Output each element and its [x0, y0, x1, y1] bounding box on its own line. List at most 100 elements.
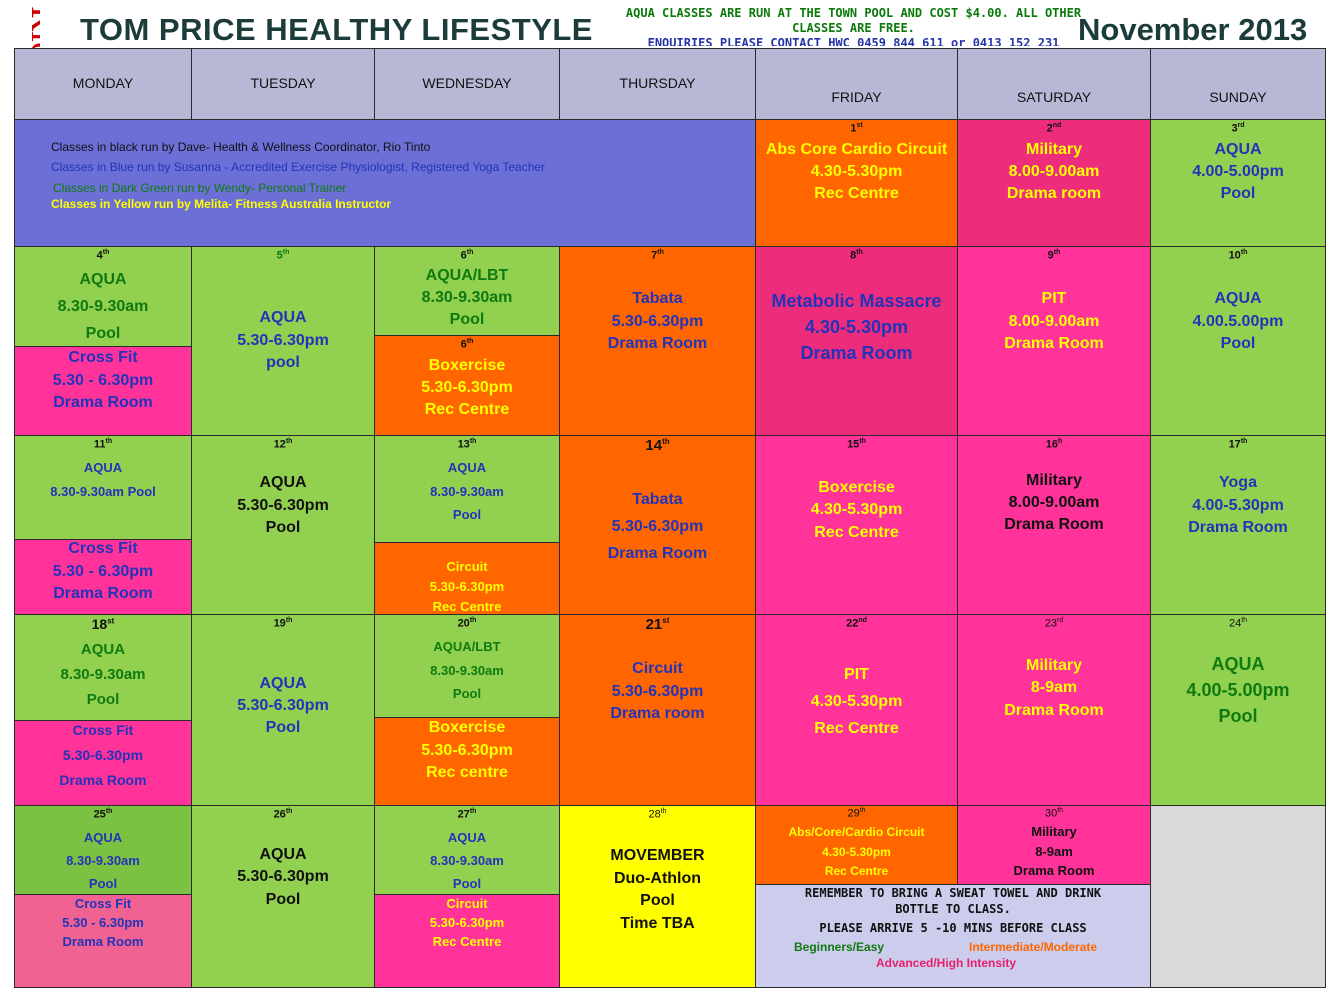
class-venue: Rec Centre — [424, 401, 510, 418]
day-header-label: SATURDAY — [1016, 89, 1092, 105]
day-cell-24[interactable]: 24th AQUA 4.00-5.00pm Pool — [1150, 614, 1326, 806]
day-cell-29[interactable]: 29th Abs/Core/Cardio Circuit 4.30-5.30pm… — [755, 805, 958, 885]
day-cell-2[interactable]: 2nd Military 8.00-9.00am Drama room — [957, 119, 1151, 247]
day-cell-17[interactable]: 17th Yoga 4.00-5.30pm Drama Room — [1150, 435, 1326, 615]
reminder-line-1: REMEMBER TO BRING A SWEAT TOWEL AND DRIN… — [804, 886, 1102, 900]
class-name: Abs Core Cardio Circuit — [765, 141, 948, 158]
day-cell-20-aqua[interactable]: 20th AQUA/LBT 8.30-9.30am Pool — [374, 614, 560, 718]
class-name: AQUA — [259, 675, 307, 692]
class-subtitle: Duo-Athlon — [613, 870, 702, 887]
day-cell-22[interactable]: 22nd PIT 4.30-5.30pm Rec Centre — [755, 614, 958, 806]
day-cell-10[interactable]: 10th AQUA 4.00.5.00pm Pool — [1150, 246, 1326, 436]
day-cell-18-crossfit[interactable]: Cross Fit 5.30-6.30pm Drama Room — [14, 720, 192, 806]
day-cell-21[interactable]: 21st Circuit 5.30-6.30pm Drama room — [559, 614, 756, 806]
class-venue: Pool — [449, 311, 485, 328]
date-label: 25th — [93, 808, 113, 821]
day-cell-4-aqua[interactable]: 4th AQUA 8.30-9.30am Pool — [14, 246, 192, 347]
day-cell-27-circuit[interactable]: Circuit 5.30-6.30pm Rec Centre — [374, 894, 560, 988]
class-venue: Pool — [265, 519, 301, 536]
day-cell-11-crossfit[interactable]: Cross Fit 5.30 - 6.30pm Drama Room — [14, 539, 192, 615]
day-cell-9[interactable]: 9th PIT 8.00-9.00am Drama Room — [957, 246, 1151, 436]
class-time: 8.30-9.30am — [421, 289, 513, 306]
day-header-label: FRIDAY — [831, 89, 882, 105]
class-name: AQUA — [1214, 290, 1262, 307]
class-name: Military — [1025, 472, 1082, 489]
day-cell-15[interactable]: 15th Boxercise 4.30-5.30pm Rec Centre — [755, 435, 958, 615]
class-venue: Pool — [265, 719, 301, 736]
class-name: Military — [1031, 824, 1077, 839]
class-venue: Rec Centre — [432, 934, 502, 949]
class-name: PIT — [1041, 290, 1067, 307]
class-name: AQUA — [259, 309, 307, 326]
day-cell-3[interactable]: 3rd AQUA 4.00-5.00pm Pool — [1150, 119, 1326, 247]
date-label: 6th — [460, 249, 474, 262]
class-time: 4.00-5.30pm — [1192, 497, 1284, 514]
date-label: 13th — [457, 438, 477, 451]
day-cell-6-aqua[interactable]: 6th AQUA/LBT 8.30-9.30am Pool — [374, 246, 560, 336]
day-cell-4-crossfit[interactable]: Cross Fit 5.30 - 6.30pm Drama Room — [14, 346, 192, 436]
day-cell-25-aqua[interactable]: 25th AQUA 8.30-9.30am Pool — [14, 805, 192, 895]
class-time: 8.30-9.30am — [430, 663, 504, 678]
day-cell-7[interactable]: 7th Tabata 5.30-6.30pm Drama Room — [559, 246, 756, 436]
class-name: AQUA — [80, 641, 126, 658]
class-time: 5.30-6.30pm — [429, 915, 505, 930]
date-label: 10th — [1228, 249, 1248, 262]
day-cell-5[interactable]: 5th AQUA 5.30-6.30pm pool — [191, 246, 375, 436]
class-name: Tabata — [632, 491, 683, 508]
day-cell-19[interactable]: 19th AQUA 5.30-6.30pm Pool — [191, 614, 375, 806]
day-cell-13-circuit[interactable]: Circuit 5.30-6.30pm Rec Centre — [374, 542, 560, 615]
class-venue: Rec centre — [426, 764, 508, 781]
calendar-grid: MONDAY TUESDAY WEDNESDAY THURSDAY FRIDAY… — [14, 48, 1326, 988]
class-name: Tabata — [632, 290, 683, 307]
class-time: 5.30-6.30pm — [611, 313, 704, 330]
date-label: 9th — [1047, 249, 1061, 262]
day-cell-23[interactable]: 23rd Military 8-9am Drama Room — [957, 614, 1151, 806]
class-time: Time TBA — [620, 915, 695, 932]
day-cell-20-boxercise[interactable]: Boxercise 5.30-6.30pm Rec centre — [374, 717, 560, 806]
month-title: November 2013 — [1078, 12, 1308, 47]
day-cell-25-crossfit[interactable]: Cross Fit 5.30 - 6.30pm Drama Room — [14, 894, 192, 988]
class-name: AQUA — [259, 474, 307, 491]
class-time: 8.30-9.30am — [57, 298, 149, 315]
day-cell-28[interactable]: 28th MOVEMBER Duo-Athlon Pool Time TBA — [559, 805, 756, 988]
class-time: 8-9am — [1035, 844, 1073, 859]
day-cell-27-aqua[interactable]: 27th AQUA 8.30-9.30am Pool — [374, 805, 560, 895]
reminder-box: REMEMBER TO BRING A SWEAT TOWEL AND DRIN… — [755, 884, 1151, 988]
class-time: 4.30-5.30pm — [810, 501, 903, 518]
class-name: Metabolic Massacre — [771, 291, 942, 311]
date-label: 11th — [93, 438, 113, 451]
class-venue: Drama Room — [1188, 519, 1288, 536]
date-label: 17th — [1228, 438, 1248, 451]
day-header-friday: FRIDAY — [755, 48, 958, 120]
day-cell-16[interactable]: 16h Military 8.00-9.00am Drama Room — [957, 435, 1151, 615]
day-cell-11-aqua[interactable]: 11th AQUA 8.30-9.30am Pool — [14, 435, 192, 540]
class-venue: Pool — [452, 507, 482, 522]
date-label: 27th — [457, 808, 477, 821]
day-cell-30[interactable]: 30th Military 8-9am Drama Room — [957, 805, 1151, 885]
class-time: 5.30-6.30pm — [429, 579, 505, 594]
day-cell-18-aqua[interactable]: 18st AQUA 8.30-9.30am Pool — [14, 614, 192, 721]
notice-line-2: CLASSES ARE FREE. — [792, 21, 915, 35]
class-venue: Drama Room — [59, 772, 147, 788]
class-name: AQUA/LBT — [425, 267, 509, 284]
class-time: 5.30-6.30pm — [611, 518, 704, 535]
day-cell-12[interactable]: 12th AQUA 5.30-6.30pm Pool — [191, 435, 375, 615]
class-name: Circuit — [632, 660, 683, 677]
class-time: 5.30 - 6.30pm — [62, 915, 144, 930]
class-name: MOVEMBER — [610, 847, 705, 864]
day-header-monday: MONDAY — [14, 48, 192, 120]
day-cell-13-aqua[interactable]: 13th AQUA 8.30-9.30am Pool — [374, 435, 560, 543]
class-name: AQUA — [447, 460, 487, 475]
instructor-legend: Classes in black run by Dave- Health & W… — [14, 119, 756, 247]
class-time: 8.00-9.00am — [1008, 163, 1100, 180]
class-name: Circuit — [446, 896, 488, 911]
day-cell-1[interactable]: 1st Abs Core Cardio Circuit 4.30-5.30pm … — [755, 119, 958, 247]
day-cell-14[interactable]: 14th Tabata 5.30-6.30pm Drama Room — [559, 435, 756, 615]
date-label: 20th — [457, 617, 477, 630]
day-cell-26[interactable]: 26th AQUA 5.30-6.30pm Pool — [191, 805, 375, 988]
class-venue: Pool — [1220, 335, 1256, 352]
class-venue: Drama Room — [800, 343, 913, 363]
day-cell-6-boxercise[interactable]: 6th Boxercise 5.30-6.30pm Rec Centre — [374, 335, 560, 436]
day-cell-8[interactable]: 8th Metabolic Massacre 4.30-5.30pm Drama… — [755, 246, 958, 436]
class-venue: Drama Room — [607, 545, 708, 562]
